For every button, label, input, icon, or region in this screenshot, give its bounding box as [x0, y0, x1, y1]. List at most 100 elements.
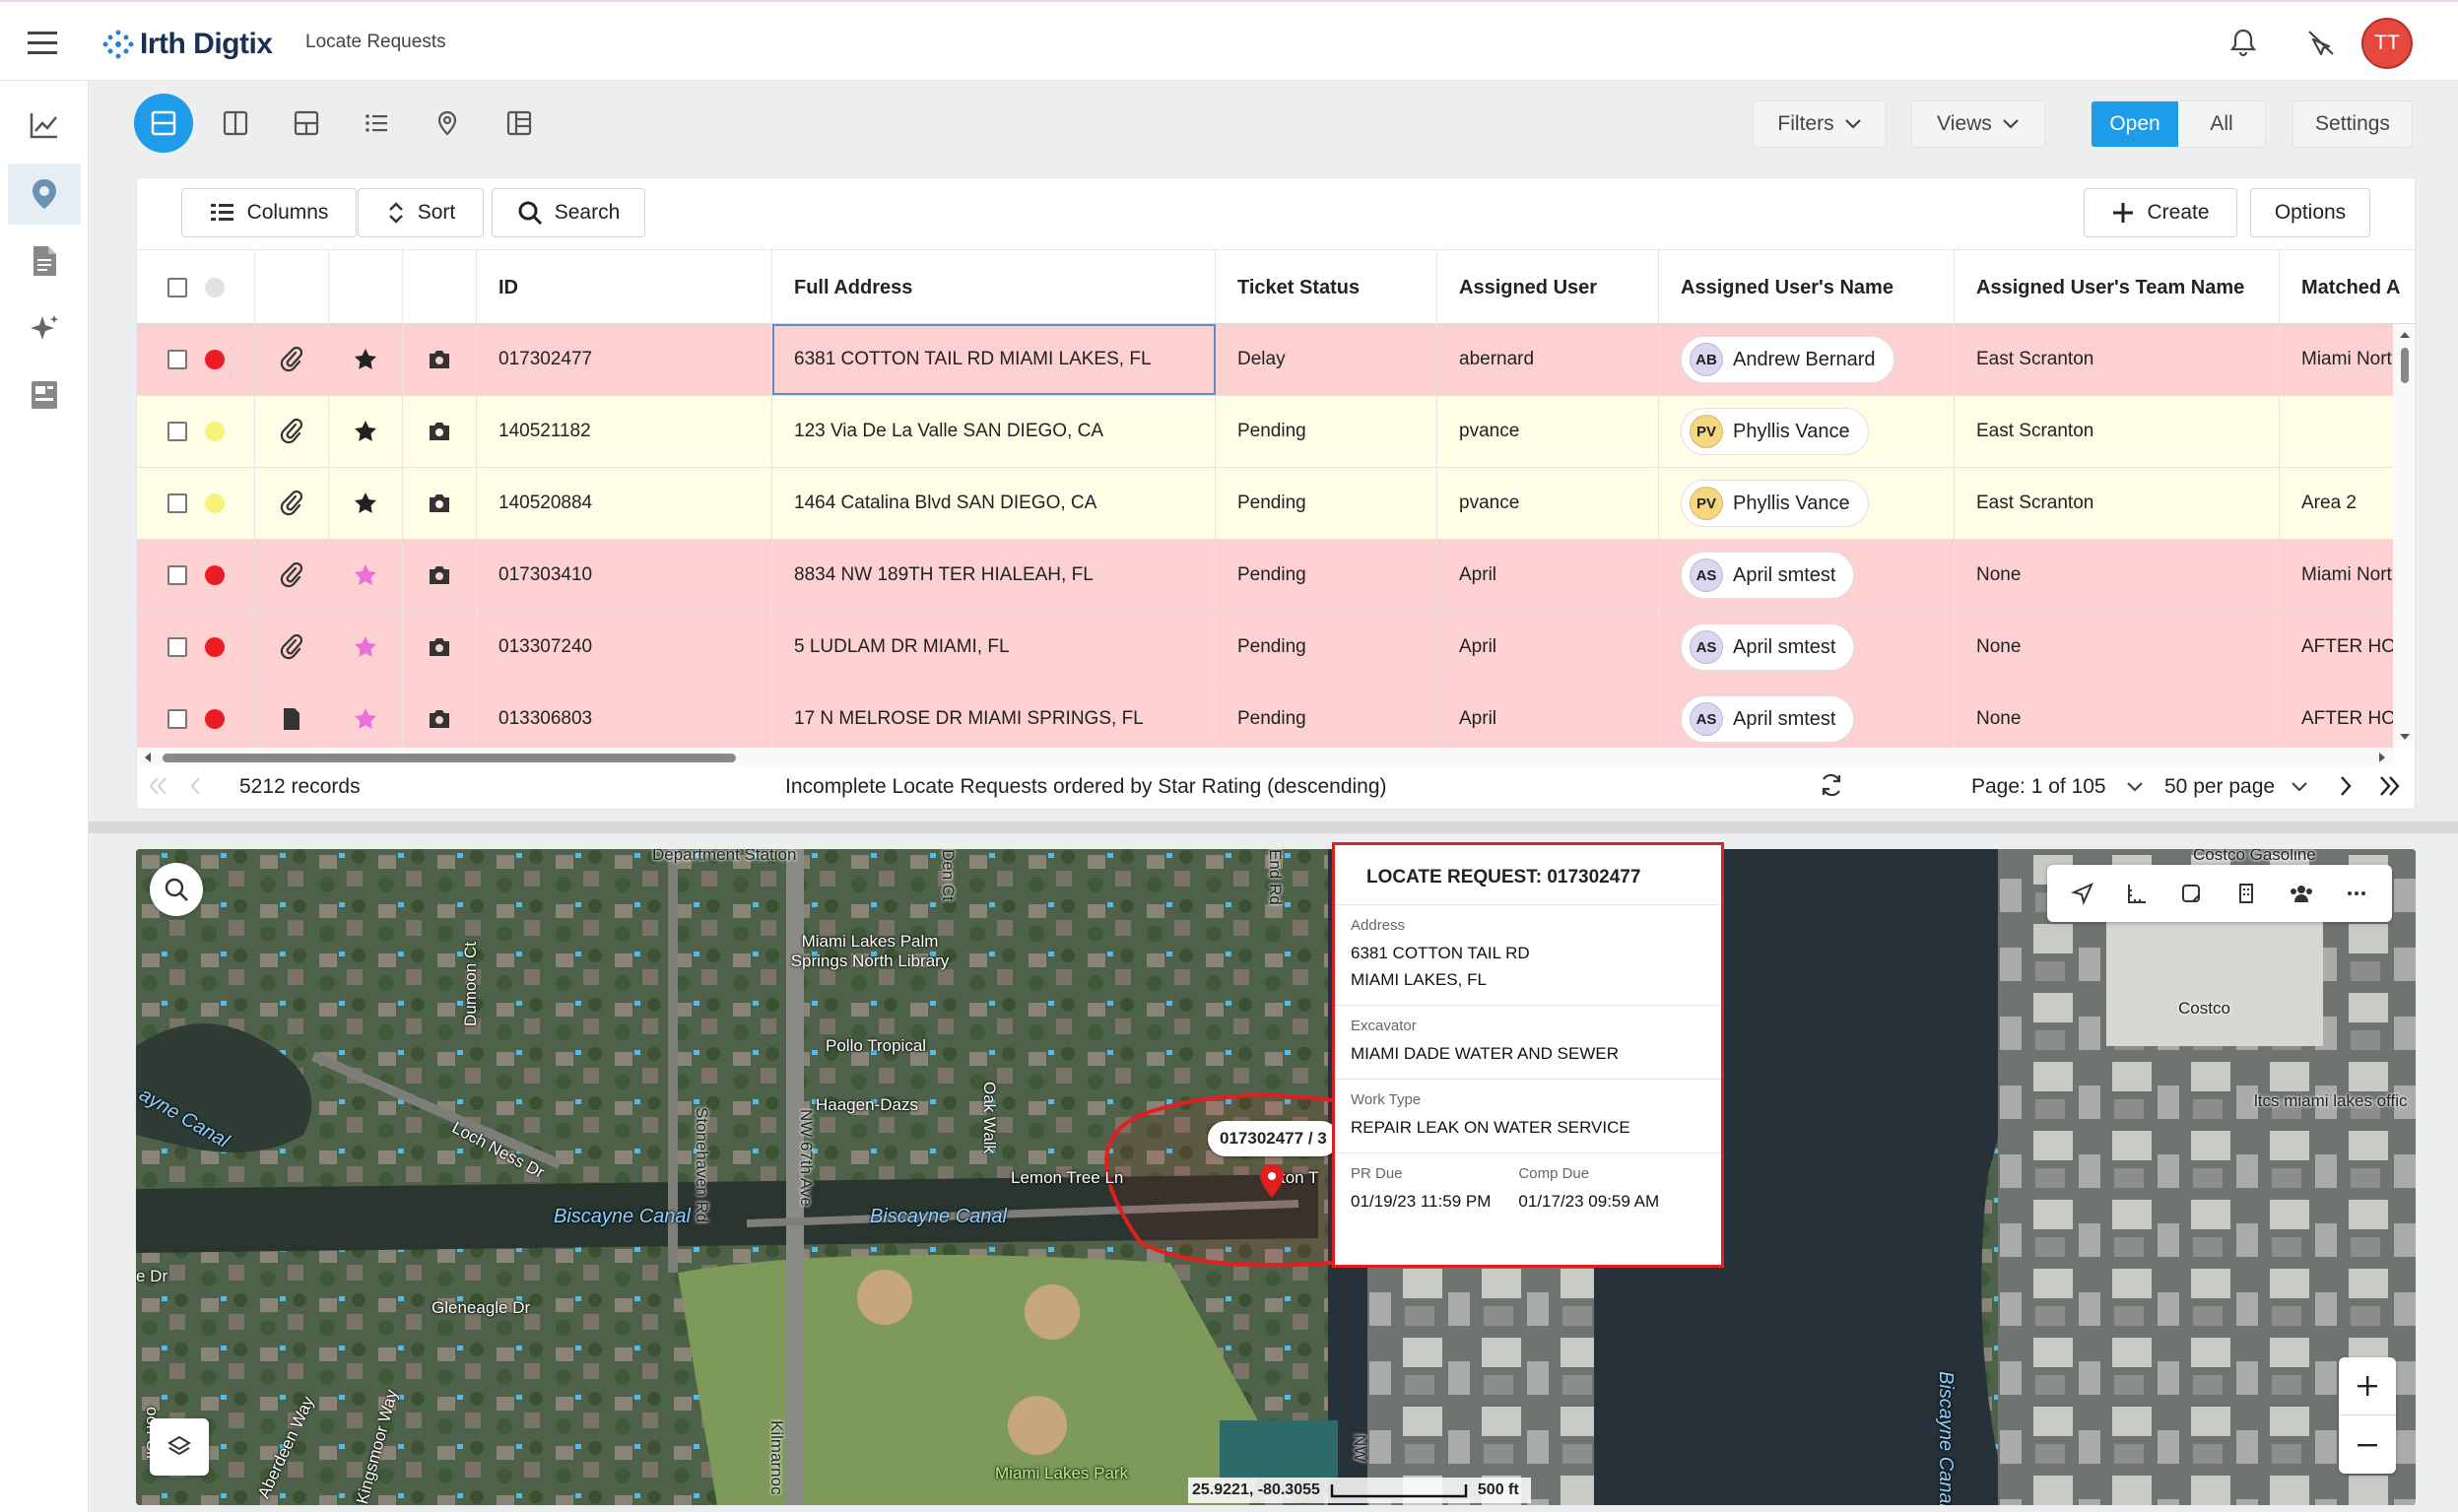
camera-icon[interactable]: [403, 612, 477, 683]
user-chip[interactable]: PV Phyllis Vance: [1681, 480, 1869, 527]
layout-detail-button[interactable]: [495, 99, 544, 148]
cell-assigned-user[interactable]: abernard: [1437, 324, 1659, 395]
vertical-scrollbar[interactable]: [2393, 324, 2415, 748]
open-toggle-button[interactable]: Open: [2092, 101, 2178, 147]
cell-assigned-user[interactable]: April: [1437, 540, 1659, 611]
sort-button[interactable]: Sort: [358, 188, 484, 237]
previous-page-icon[interactable]: [188, 775, 204, 797]
user-chip[interactable]: AB Andrew Bernard: [1681, 336, 1894, 383]
cell-id[interactable]: 013307240: [477, 612, 772, 683]
attachment-icon[interactable]: [255, 540, 329, 611]
cell-full-address[interactable]: 123 Via De La Valle SAN DIEGO, CA: [772, 396, 1216, 467]
columns-button[interactable]: Columns: [181, 188, 357, 237]
location-marker-icon[interactable]: [1257, 1162, 1287, 1200]
row-checkbox[interactable]: [166, 709, 187, 729]
pane-resize-handle[interactable]: [89, 822, 2458, 833]
layout-grid-button[interactable]: [282, 99, 331, 148]
header-ticket-status[interactable]: Ticket Status: [1216, 250, 1437, 325]
select-all-checkbox[interactable]: [166, 278, 187, 297]
map-search-button[interactable]: [150, 863, 203, 916]
layout-list-button[interactable]: [352, 99, 401, 148]
table-row[interactable]: 013307240 5 LUDLAM DR MIAMI, FL Pending Apr…: [137, 612, 2393, 684]
group-icon[interactable]: [2289, 882, 2314, 905]
layout-split-horizontal-button[interactable]: [134, 94, 193, 153]
camera-icon[interactable]: [403, 324, 477, 395]
nav-map-pin-icon[interactable]: [8, 164, 81, 225]
cell-team-name[interactable]: East Scranton: [1955, 396, 2280, 467]
cell-ticket-status[interactable]: Pending: [1216, 396, 1437, 467]
cell-assigned-users-name[interactable]: AS April smtest: [1659, 684, 1955, 748]
attachment-icon[interactable]: [255, 468, 329, 539]
cell-assigned-user[interactable]: pvance: [1437, 396, 1659, 467]
cell-full-address[interactable]: 17 N MELROSE DR MIAMI SPRINGS, FL: [772, 684, 1216, 748]
cell-assigned-users-name[interactable]: AS April smtest: [1659, 540, 1955, 611]
more-options-icon[interactable]: [2345, 882, 2368, 905]
cell-team-name[interactable]: East Scranton: [1955, 324, 2280, 395]
cell-team-name[interactable]: None: [1955, 684, 2280, 748]
cell-assigned-users-name[interactable]: PV Phyllis Vance: [1659, 468, 1955, 539]
options-button[interactable]: Options: [2250, 188, 2370, 237]
cell-ticket-status[interactable]: Pending: [1216, 684, 1437, 748]
row-checkbox[interactable]: [166, 637, 187, 657]
row-checkbox[interactable]: [166, 350, 187, 369]
table-row[interactable]: 140520884 1464 Catalina Blvd SAN DIEGO, C…: [137, 468, 2393, 540]
header-matched[interactable]: Matched A: [2280, 250, 2415, 325]
cell-assigned-users-name[interactable]: PV Phyllis Vance: [1659, 396, 1955, 467]
cell-assigned-users-name[interactable]: AB Andrew Bernard: [1659, 324, 1955, 395]
filters-dropdown[interactable]: Filters: [1753, 100, 1887, 148]
navigate-arrow-icon[interactable]: [2070, 882, 2094, 905]
star-icon[interactable]: [329, 540, 403, 611]
cell-matched[interactable]: AFTER HOURS: [2280, 612, 2393, 683]
table-row[interactable]: 017303410 8834 NW 189TH TER HIALEAH, FL Pe…: [137, 540, 2393, 612]
search-button[interactable]: Search: [492, 188, 645, 237]
zoom-in-button[interactable]: [2339, 1357, 2396, 1415]
header-full-address[interactable]: Full Address: [772, 250, 1216, 325]
layout-split-vertical-button[interactable]: [211, 99, 260, 148]
settings-button[interactable]: Settings: [2292, 100, 2413, 148]
row-checkbox[interactable]: [166, 422, 187, 441]
page-select[interactable]: Page: 1 of 105: [1971, 775, 2144, 799]
header-id[interactable]: ID: [477, 250, 772, 325]
header-assigned-user[interactable]: Assigned User: [1437, 250, 1659, 325]
cell-full-address[interactable]: 6381 COTTON TAIL RD MIAMI LAKES, FL: [772, 324, 1216, 395]
create-button[interactable]: Create: [2084, 188, 2237, 237]
layers-button[interactable]: [150, 1418, 209, 1476]
last-page-icon[interactable]: [2377, 774, 2403, 798]
user-avatar[interactable]: TT: [2361, 18, 2413, 69]
row-checkbox[interactable]: [166, 493, 187, 513]
nav-report-icon[interactable]: [8, 364, 81, 426]
star-icon[interactable]: [329, 324, 403, 395]
row-checkbox[interactable]: [166, 565, 187, 585]
cell-assigned-user[interactable]: April: [1437, 612, 1659, 683]
hamburger-menu-icon[interactable]: [28, 30, 61, 57]
nav-sparkle-icon[interactable]: [8, 297, 81, 359]
cell-ticket-status[interactable]: Delay: [1216, 324, 1437, 395]
cell-team-name[interactable]: None: [1955, 612, 2280, 683]
cell-id[interactable]: 017303410: [477, 540, 772, 611]
horizontal-scrollbar[interactable]: [137, 748, 2393, 767]
cell-id[interactable]: 140520884: [477, 468, 772, 539]
star-icon[interactable]: [329, 396, 403, 467]
first-page-icon[interactable]: [147, 775, 170, 797]
marker-label[interactable]: 017302477 / 3: [1208, 1121, 1339, 1156]
location-off-icon[interactable]: [2305, 28, 2337, 57]
star-icon[interactable]: [329, 612, 403, 683]
views-dropdown[interactable]: Views: [1911, 100, 2045, 148]
building-icon[interactable]: [2234, 882, 2258, 905]
map-view[interactable]: Department Station Miami Lakes Palm Spri…: [136, 849, 2416, 1505]
attachment-icon[interactable]: [255, 612, 329, 683]
bell-icon[interactable]: [2230, 28, 2256, 57]
cell-id[interactable]: 013306803: [477, 684, 772, 748]
user-chip[interactable]: AS April smtest: [1681, 552, 1855, 599]
cell-ticket-status[interactable]: Pending: [1216, 540, 1437, 611]
nav-analytics-icon[interactable]: [8, 95, 81, 156]
cell-matched[interactable]: Miami North: [2280, 324, 2393, 395]
table-row[interactable]: 013306803 17 N MELROSE DR MIAMI SPRINGS, …: [137, 684, 2393, 748]
header-assigned-users-name[interactable]: Assigned User's Name: [1659, 250, 1955, 325]
app-logo[interactable]: Irth Digtix: [102, 28, 273, 61]
camera-icon[interactable]: [403, 468, 477, 539]
cell-ticket-status[interactable]: Pending: [1216, 468, 1437, 539]
cell-id[interactable]: 017302477: [477, 324, 772, 395]
header-team-name[interactable]: Assigned User's Team Name: [1955, 250, 2280, 325]
per-page-select[interactable]: 50 per page: [2164, 775, 2308, 799]
